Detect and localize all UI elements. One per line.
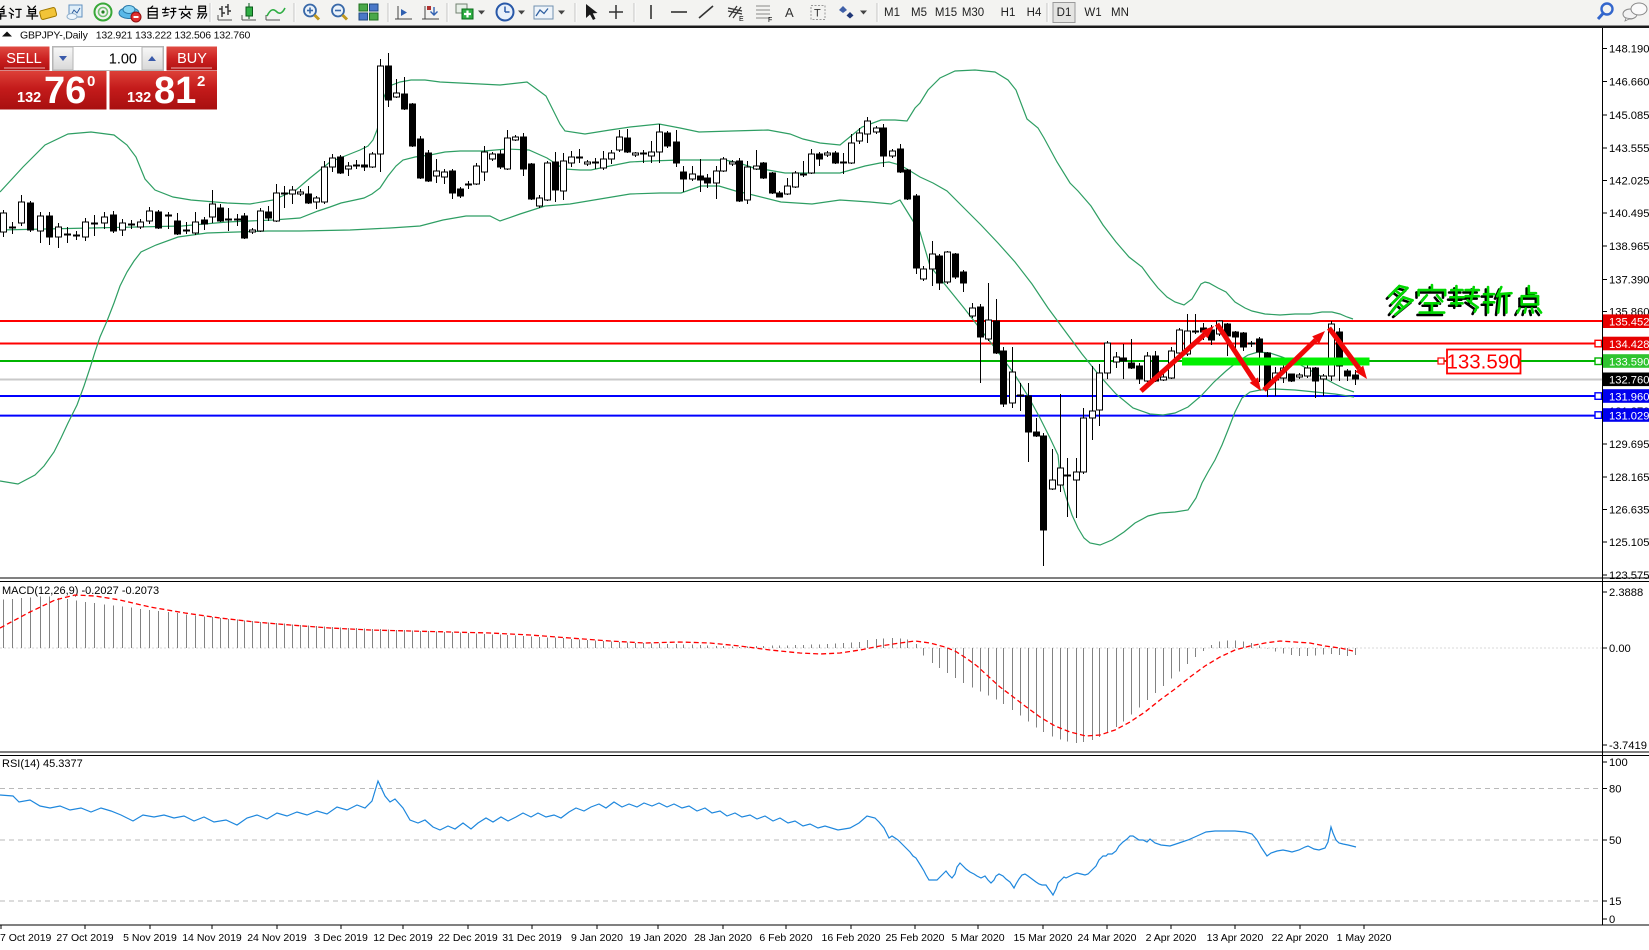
svg-text:146.660: 146.660 <box>1609 76 1649 88</box>
svg-text:0: 0 <box>1609 914 1615 926</box>
svg-text:134.428: 134.428 <box>1609 339 1649 351</box>
svg-text:T: T <box>814 8 821 20</box>
svg-text:80: 80 <box>1609 784 1621 796</box>
svg-text:6 Feb 2020: 6 Feb 2020 <box>759 932 812 944</box>
svg-text:27 Oct 2019: 27 Oct 2019 <box>56 932 113 944</box>
svg-text:SELL: SELL <box>6 51 41 67</box>
svg-text:145.085: 145.085 <box>1609 110 1649 122</box>
svg-text:142.025: 142.025 <box>1609 176 1649 188</box>
svg-text:15: 15 <box>1609 896 1621 908</box>
svg-text:M1: M1 <box>884 7 900 19</box>
svg-text:76: 76 <box>44 70 86 112</box>
svg-text:5 Mar 2020: 5 Mar 2020 <box>951 932 1004 944</box>
svg-text:RSI(14) 45.3377: RSI(14) 45.3377 <box>2 758 83 770</box>
svg-text:135.452: 135.452 <box>1609 317 1649 329</box>
svg-text:7 Oct 2019: 7 Oct 2019 <box>0 932 52 944</box>
svg-text:-3.7419: -3.7419 <box>1609 740 1647 752</box>
svg-text:M30: M30 <box>962 7 984 19</box>
svg-text:129.695: 129.695 <box>1609 439 1649 451</box>
svg-text:H4: H4 <box>1027 7 1042 19</box>
svg-text:16 Feb 2020: 16 Feb 2020 <box>822 932 881 944</box>
svg-text:126.635: 126.635 <box>1609 505 1649 517</box>
svg-text:H1: H1 <box>1001 7 1016 19</box>
svg-text:14 Nov 2019: 14 Nov 2019 <box>182 932 242 944</box>
svg-text:143.555: 143.555 <box>1609 143 1649 155</box>
svg-text:128.165: 128.165 <box>1609 472 1649 484</box>
svg-text:131.029: 131.029 <box>1609 410 1649 422</box>
svg-text:3 Dec 2019: 3 Dec 2019 <box>314 932 368 944</box>
svg-text:31 Dec 2019: 31 Dec 2019 <box>502 932 562 944</box>
svg-text:M5: M5 <box>911 7 927 19</box>
svg-text:50: 50 <box>1609 835 1621 847</box>
svg-text:132: 132 <box>17 90 41 106</box>
svg-text:132.760: 132.760 <box>1609 375 1649 387</box>
svg-text:2.3888: 2.3888 <box>1609 587 1643 599</box>
svg-text:GBPJPY-,Daily 132.921 133.22: GBPJPY-,Daily 132.921 133.222 132.506 13… <box>20 30 251 42</box>
svg-text:123.575: 123.575 <box>1609 570 1649 582</box>
svg-text:F: F <box>768 17 772 24</box>
svg-text:1.00: 1.00 <box>109 52 137 68</box>
svg-text:140.495: 140.495 <box>1609 208 1649 220</box>
svg-text:0: 0 <box>87 73 95 90</box>
svg-text:81: 81 <box>154 70 196 112</box>
svg-text:22 Apr 2020: 22 Apr 2020 <box>1272 932 1329 944</box>
svg-text:100: 100 <box>1609 757 1628 769</box>
svg-text:138.965: 138.965 <box>1609 241 1649 253</box>
svg-text:E: E <box>739 16 744 23</box>
svg-text:137.390: 137.390 <box>1609 275 1649 287</box>
svg-text:19 Jan 2020: 19 Jan 2020 <box>629 932 687 944</box>
svg-text:BUY: BUY <box>177 51 207 67</box>
svg-text:132: 132 <box>127 90 151 106</box>
svg-text:24 Nov 2019: 24 Nov 2019 <box>247 932 307 944</box>
svg-text:1 May 2020: 1 May 2020 <box>1337 932 1392 944</box>
svg-text:D1: D1 <box>1057 7 1072 19</box>
svg-text:133.590: 133.590 <box>1609 356 1649 368</box>
svg-text:131.960: 131.960 <box>1609 391 1649 403</box>
svg-text:W1: W1 <box>1084 7 1101 19</box>
svg-text:12 Dec 2019: 12 Dec 2019 <box>373 932 433 944</box>
svg-text:9 Jan 2020: 9 Jan 2020 <box>571 932 623 944</box>
svg-text:2 Apr 2020: 2 Apr 2020 <box>1146 932 1197 944</box>
svg-text:125.105: 125.105 <box>1609 537 1649 549</box>
svg-text:25 Feb 2020: 25 Feb 2020 <box>886 932 945 944</box>
svg-text:MN: MN <box>1111 7 1129 19</box>
svg-text:148.190: 148.190 <box>1609 44 1649 56</box>
svg-text:133.590: 133.590 <box>1446 351 1520 374</box>
svg-text:MACD(12,26,9) -0.2027 -0.2073: MACD(12,26,9) -0.2027 -0.2073 <box>2 585 159 597</box>
svg-text:2: 2 <box>197 73 205 90</box>
svg-text:M15: M15 <box>935 7 957 19</box>
svg-text:28 Jan 2020: 28 Jan 2020 <box>694 932 752 944</box>
svg-text:0.00: 0.00 <box>1609 643 1631 655</box>
svg-text:A: A <box>785 5 794 20</box>
svg-text:13 Apr 2020: 13 Apr 2020 <box>1207 932 1264 944</box>
svg-text:5 Nov 2019: 5 Nov 2019 <box>123 932 177 944</box>
svg-text:22 Dec 2019: 22 Dec 2019 <box>438 932 498 944</box>
svg-text:15 Mar 2020: 15 Mar 2020 <box>1014 932 1073 944</box>
svg-text:24 Mar 2020: 24 Mar 2020 <box>1078 932 1137 944</box>
